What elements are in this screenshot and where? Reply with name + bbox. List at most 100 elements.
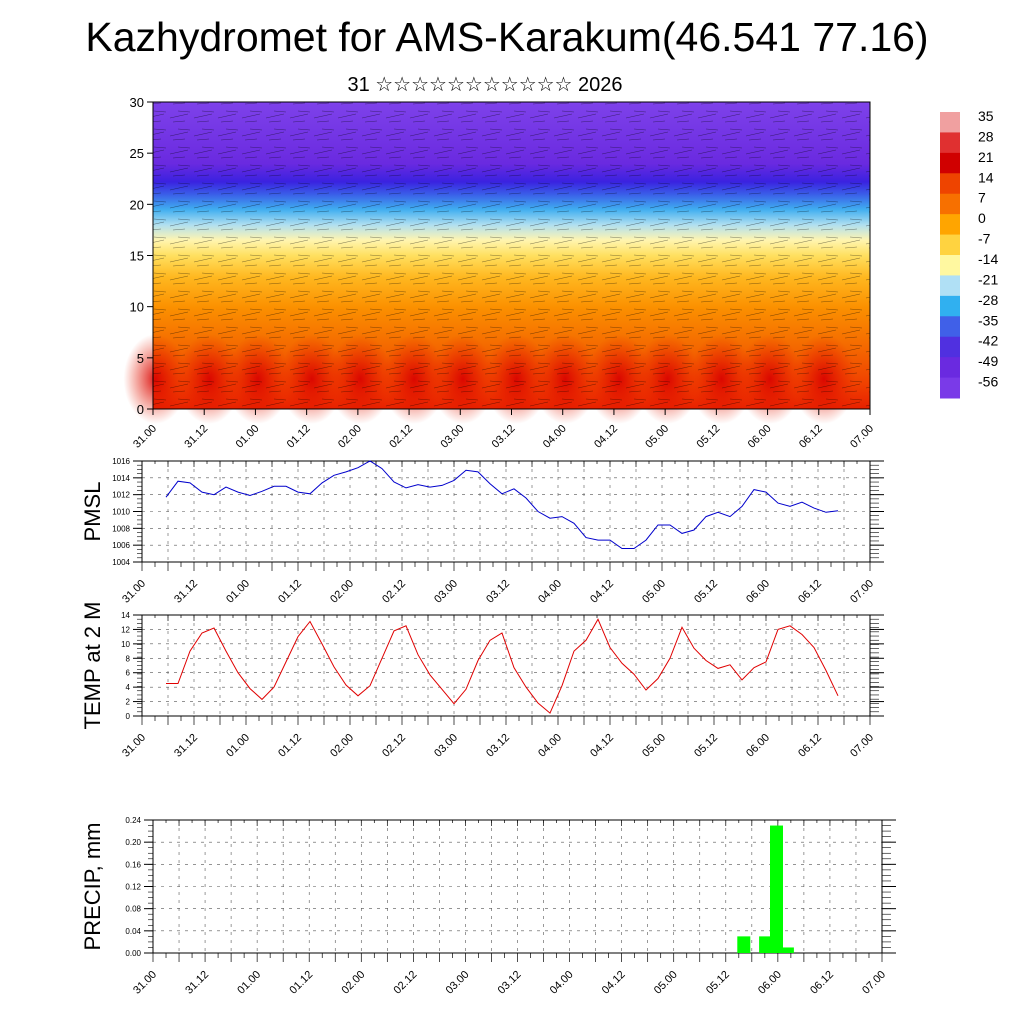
x-tick-label: 04.00: [536, 578, 564, 606]
heatmap-y-tick-label: 25: [130, 146, 144, 161]
x-tick-label: 05.00: [640, 578, 668, 606]
y-tick-label: 1004: [112, 558, 130, 567]
colorbar-label: 35: [978, 108, 994, 124]
heatmap-y-tick-label: 30: [130, 95, 144, 110]
heatmap-x-tick-label: 02.00: [336, 423, 364, 451]
x-tick-label: 03.12: [484, 578, 512, 606]
heatmap-x-tick-label: 06.12: [797, 423, 825, 451]
x-tick-label: 05.12: [692, 732, 720, 760]
precip-bar: [759, 936, 773, 953]
heatmap-x-tick-label: 31.12: [182, 423, 210, 451]
heatmap-y-tick-label: 0: [137, 402, 144, 417]
x-tick-label: 07.00: [848, 732, 876, 760]
colorbar-swatch: [940, 152, 960, 174]
colorbar-swatch: [940, 255, 960, 276]
heatmap-x-tick-label: 04.00: [541, 423, 569, 451]
heatmap-x-tick-label: 01.12: [285, 423, 313, 451]
colorbar-swatch: [940, 316, 960, 338]
colorbar-label: -49: [978, 353, 998, 369]
x-tick-label: 01.00: [224, 578, 252, 606]
heatmap-y-tick-label: 20: [130, 197, 144, 212]
x-tick-label: 31.12: [183, 969, 211, 997]
x-tick-label: 07.00: [848, 578, 876, 606]
y-axis-title: PMSL: [80, 482, 105, 542]
colorbar: 35 28 21 14 7 0 -7 -14 -21 -28 -35 -42 -49 -56: [940, 108, 998, 399]
x-tick-label: 01.00: [235, 969, 263, 997]
series-line: [166, 618, 839, 714]
colorbar-label: -7: [978, 231, 991, 247]
x-tick-label: 05.12: [692, 578, 720, 606]
precip-bar: [737, 936, 751, 953]
x-tick-label: 03.12: [484, 732, 512, 760]
y-tick-label: 14: [121, 611, 130, 620]
x-tick-label: 01.12: [287, 969, 315, 997]
x-tick-label: 05.12: [704, 969, 732, 997]
x-tick-label: 31.12: [172, 578, 200, 606]
x-tick-label: 03.00: [432, 578, 460, 606]
x-tick-label: 02.00: [328, 578, 356, 606]
y-tick-label: 6: [126, 669, 131, 678]
x-tick-label: 01.12: [276, 732, 304, 760]
y-tick-label: 1006: [112, 541, 130, 550]
x-tick-label: 01.12: [276, 578, 304, 606]
colorbar-swatch: [940, 357, 960, 379]
x-tick-label: 31.12: [172, 732, 200, 760]
heatmap-y-tick-label: 15: [130, 249, 144, 264]
colorbar-label: -28: [978, 292, 998, 308]
chart-title: Kazhydromet for AMS-Karakum(46.541 77.16…: [85, 14, 929, 60]
y-tick-label: 0.16: [125, 860, 141, 869]
x-tick-label: 07.00: [860, 969, 888, 997]
colorbar-label: -35: [978, 312, 998, 328]
y-tick-label: 8: [126, 654, 131, 663]
precip-bar: [770, 825, 783, 953]
y-tick-label: 1014: [112, 474, 130, 483]
colorbar-swatch: [940, 336, 960, 358]
colorbar-label: 28: [978, 128, 994, 144]
colorbar-label: -14: [978, 251, 998, 267]
y-axis-title: PRECIP, mm: [80, 823, 105, 951]
precip-panel: 0.00 0.04 0.08 0.12 0.16 0.20 0.24 31.00 31.12 01…: [80, 816, 896, 997]
y-tick-label: 1010: [112, 508, 130, 517]
y-tick-label: 0.24: [125, 816, 141, 825]
temperature-cross-section: [123, 101, 871, 424]
y-tick-label: 1012: [112, 491, 130, 500]
colorbar-label: 21: [978, 149, 994, 165]
colorbar-swatch: [940, 112, 960, 133]
series-line: [165, 460, 839, 549]
y-axis-title: TEMP at 2 M: [80, 602, 105, 730]
y-tick-label: 10: [121, 640, 130, 649]
y-tick-label: 0.00: [125, 949, 141, 958]
x-tick-label: 31.00: [120, 578, 148, 606]
x-tick-label: 03.00: [444, 969, 472, 997]
colorbar-label: 7: [978, 190, 986, 206]
y-tick-label: 0.08: [125, 905, 141, 914]
colorbar-swatch: [940, 132, 960, 154]
y-tick-label: 2: [126, 698, 131, 707]
heatmap-x-tick-label: 07.00: [848, 423, 876, 451]
y-tick-label: 0: [126, 712, 131, 721]
x-tick-label: 06.12: [796, 732, 824, 760]
x-tick-label: 06.00: [756, 969, 784, 997]
colorbar-swatch: [940, 295, 960, 317]
y-tick-label: 0.20: [125, 838, 141, 847]
x-tick-label: 02.00: [328, 732, 356, 760]
x-tick-label: 04.12: [588, 732, 616, 760]
y-tick-label: 12: [121, 625, 130, 634]
x-tick-label: 04.00: [536, 732, 564, 760]
x-tick-label: 06.12: [796, 578, 824, 606]
x-tick-label: 31.00: [131, 969, 159, 997]
heatmap-x-tick-label: 03.12: [490, 423, 518, 451]
precip-bar: [780, 947, 794, 953]
x-tick-label: 06.00: [744, 732, 772, 760]
x-tick-label: 06.00: [744, 578, 772, 606]
wind-vector-overlay: [153, 102, 870, 409]
x-tick-label: 04.00: [548, 969, 576, 997]
colorbar-swatch: [940, 377, 960, 399]
heatmap-y-tick-label: 10: [130, 300, 144, 315]
x-tick-label: 02.12: [392, 969, 420, 997]
x-tick-label: 31.00: [120, 732, 148, 760]
colorbar-swatch: [940, 173, 960, 195]
colorbar-swatch: [940, 234, 960, 256]
x-tick-label: 04.12: [588, 578, 616, 606]
